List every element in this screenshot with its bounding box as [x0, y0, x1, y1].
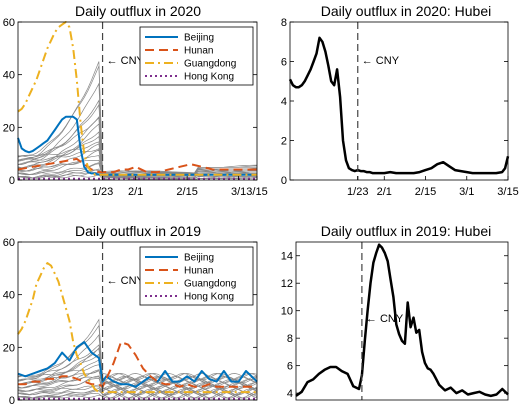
- series-line-guangdong: [17, 262, 257, 394]
- legend-entry: Hunan: [184, 266, 213, 277]
- y-tick-label: 14: [281, 251, 293, 263]
- x-tick-label: 2/15: [176, 186, 197, 198]
- series-line-guangdong: [17, 21, 257, 176]
- cny-label: ← CNY: [362, 55, 400, 67]
- x-tick-label: 1/23: [347, 186, 368, 198]
- province-line: [18, 141, 258, 174]
- legend-entry: Hong Kong: [184, 292, 234, 303]
- legend-entry: Hong Kong: [184, 72, 234, 83]
- y-tick-label: 40: [3, 290, 15, 302]
- x-tick-label: 2/1: [128, 186, 143, 198]
- y-tick-label: 60: [3, 17, 15, 29]
- province-line: [17, 359, 257, 390]
- panel-2019-hubei: Daily outflux in 2019: Hubei ← CNY 4 6 8 10 1…: [281, 223, 509, 401]
- y-tick-label: 0: [281, 175, 287, 187]
- series-line-hubei: [295, 243, 509, 398]
- panel-2019-provinces: Daily outflux in 2019 ← CNY 0 20 40 60 Beijin…: [3, 223, 258, 407]
- province-line: [17, 149, 258, 179]
- y-tick-label: 4: [287, 388, 293, 400]
- y-tick-label: 20: [3, 342, 15, 354]
- province-line: [18, 82, 257, 176]
- background-province-lines: [17, 61, 258, 180]
- y-tick-label: 6: [287, 361, 293, 373]
- y-tick-label: 8: [287, 333, 293, 345]
- y-tick-label: 0: [9, 175, 15, 187]
- y-tick-label: 2: [281, 136, 287, 148]
- cny-label: ← CNY: [107, 55, 145, 67]
- province-line: [18, 364, 258, 380]
- legend-entry: Guangdong: [184, 279, 236, 290]
- x-tick-label: 3/15: [246, 186, 267, 198]
- legend-entry: Hunan: [184, 46, 213, 57]
- y-tick-label: 4: [281, 96, 287, 108]
- province-line: [17, 324, 258, 380]
- y-tick-label: 60: [3, 237, 15, 249]
- x-tick-label: 2/15: [415, 186, 436, 198]
- province-line: [17, 172, 258, 180]
- y-tick-label: 6: [281, 57, 287, 69]
- panel-2020-provinces: Daily outflux in 2020 ← CNY 0 20 40 60 1/23 2/…: [3, 3, 268, 198]
- x-tick-label: 3/1: [459, 186, 474, 198]
- legend: Beijing Hunan Guangdong Hong Kong: [139, 26, 254, 86]
- y-tick-label: 0: [9, 395, 15, 407]
- legend: Beijing Hunan Guangdong Hong Kong: [139, 246, 254, 306]
- series-line-hunan: [17, 157, 257, 174]
- y-tick-label: 40: [3, 70, 15, 82]
- chart-title: Daily outflux in 2019: Hubei: [321, 223, 491, 239]
- chart-title: Daily outflux in 2019: [75, 223, 201, 239]
- series-line-beijing: [17, 341, 258, 388]
- province-line: [17, 131, 257, 177]
- y-tick-label: 8: [281, 17, 287, 29]
- province-line: [17, 353, 258, 384]
- province-line: [17, 162, 258, 179]
- x-tick-label: 2/1: [377, 186, 392, 198]
- y-tick-label: 20: [3, 122, 15, 134]
- x-tick-label: 1/23: [92, 186, 113, 198]
- chart-title: Daily outflux in 2020: Hubei: [321, 3, 491, 19]
- x-tick-label: 3/1: [231, 186, 246, 198]
- axes-box: [17, 241, 258, 401]
- province-line: [17, 116, 258, 174]
- cny-label: ← CNY: [366, 313, 404, 325]
- panel-2020-hubei: Daily outflux in 2020: Hubei ← CNY 0 2 4 6 8 1…: [281, 3, 519, 198]
- y-tick-label: 12: [281, 278, 293, 290]
- axes-box: [295, 241, 509, 401]
- legend-entry: Beijing: [184, 253, 214, 264]
- legend-entry: Beijing: [184, 33, 214, 44]
- y-tick-label: 10: [281, 306, 293, 318]
- series-line-hubei: [288, 36, 510, 175]
- province-line: [17, 375, 258, 396]
- cny-label: ← CNY: [107, 275, 145, 287]
- x-tick-label: 3/15: [497, 186, 518, 198]
- axes-box: [17, 21, 258, 181]
- legend-entry: Guangdong: [184, 59, 236, 70]
- province-line: [17, 388, 258, 396]
- chart-title: Daily outflux in 2020: [75, 3, 201, 19]
